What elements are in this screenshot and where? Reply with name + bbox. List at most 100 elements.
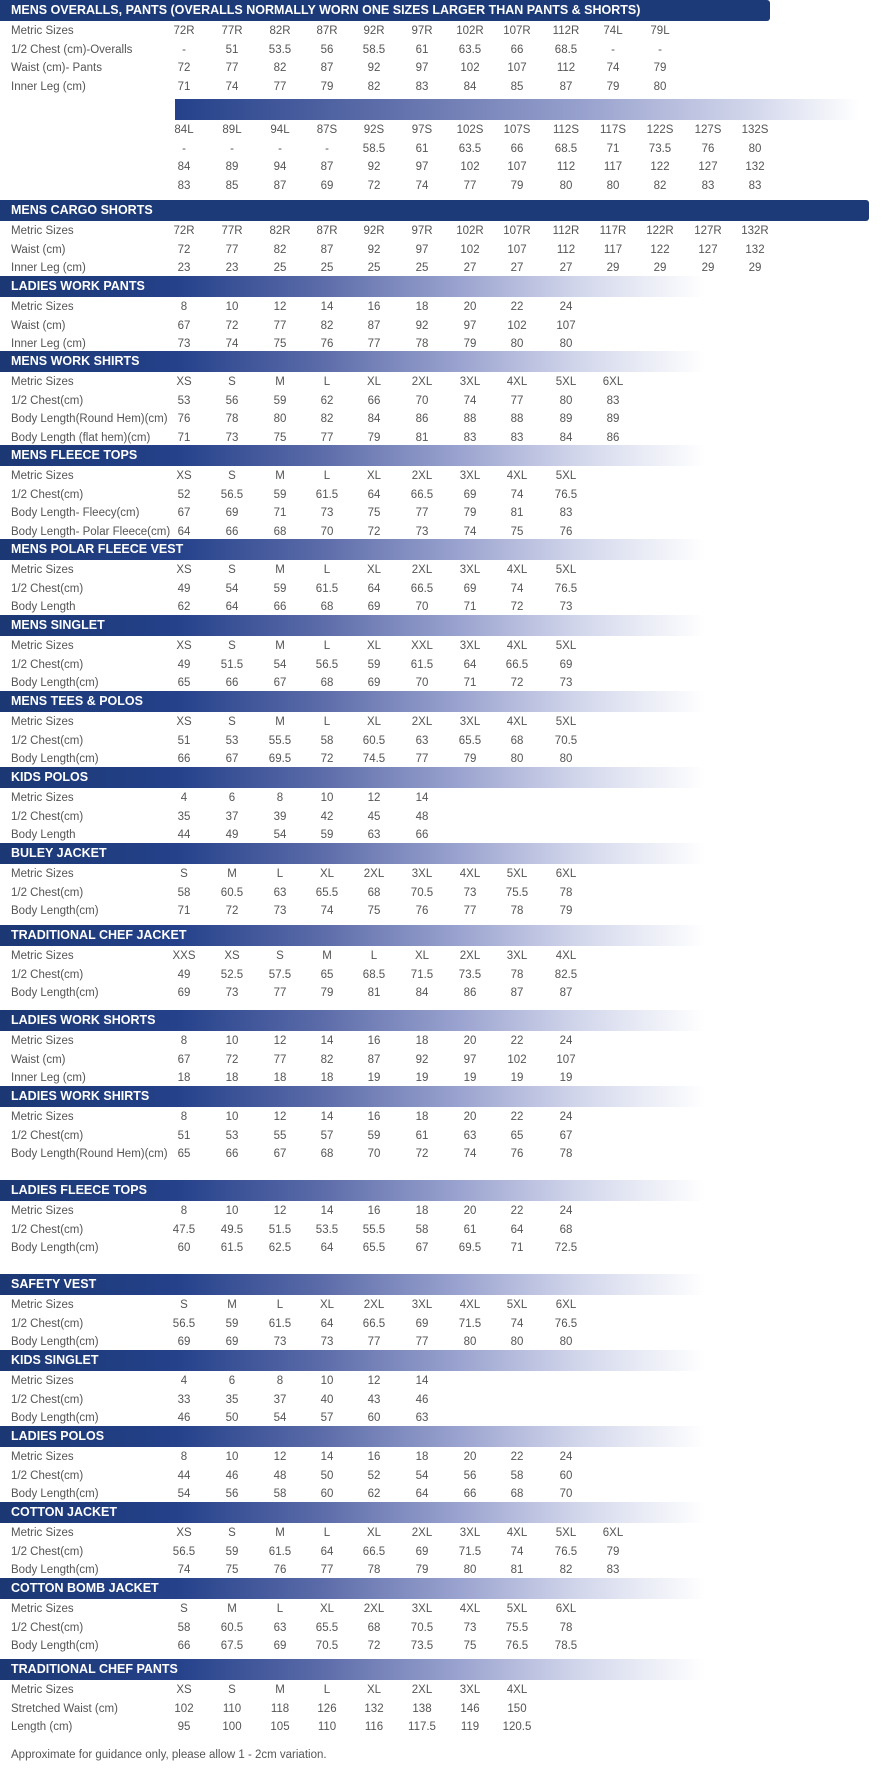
section-title: MENS CARGO SHORTS	[0, 200, 869, 221]
row-label: Metric Sizes	[11, 301, 74, 313]
table-cell: 65	[177, 677, 191, 690]
row-label: Body Length(cm)	[11, 1412, 99, 1425]
table-cell: 89	[559, 413, 573, 426]
table-cell: 45	[367, 810, 381, 823]
table-cell: 8	[180, 1205, 188, 1217]
table-cell: 82	[273, 243, 287, 256]
table-cell: 78.5	[554, 1640, 578, 1653]
table-cell: 10	[225, 301, 239, 313]
table-cell: 8	[276, 1375, 284, 1387]
row-label: Body Length(Round Hem)(cm)	[11, 413, 168, 426]
table-cell: L	[276, 868, 284, 880]
table-cell: 82	[559, 1564, 573, 1577]
table-cell: 14	[320, 301, 334, 313]
table-cell: 56.5	[315, 658, 339, 671]
table-cell: 54	[273, 658, 287, 671]
table-cell: 127	[698, 161, 718, 174]
table-cell: 63.5	[458, 142, 482, 155]
table-cell: M	[275, 1527, 285, 1539]
table-cell: 112	[556, 62, 576, 75]
table-cell: 76.5	[554, 1545, 578, 1558]
table-cell: 66.5	[410, 488, 434, 501]
table-cell: 79	[415, 1564, 429, 1577]
table-cell: 85	[225, 179, 239, 192]
table-cell: 97	[463, 319, 477, 332]
table-cell: -	[278, 142, 282, 155]
row-label: 1/2 Chest(cm)	[11, 1545, 84, 1558]
table-cell: 67	[177, 1053, 191, 1066]
table-cell: 122	[650, 161, 670, 174]
table-cell: -	[182, 43, 186, 56]
table-cell: 127R	[694, 225, 722, 237]
table-cell: L	[323, 1527, 331, 1539]
table-cell: 66	[225, 525, 239, 538]
table-cell: 2XL	[411, 470, 433, 482]
row-label: 1/2 Chest(cm)	[11, 488, 84, 501]
table-cell: 56	[463, 1469, 477, 1482]
table-cell: -	[182, 142, 186, 155]
table-cell: 60	[177, 1242, 191, 1255]
table-cell: 61	[415, 1129, 429, 1142]
table-cell: 23	[225, 262, 239, 275]
table-cell: XL	[414, 950, 430, 962]
table-cell: S	[180, 868, 188, 880]
table-cell: 117	[603, 161, 623, 174]
table-cell: 72R	[173, 225, 195, 237]
table-cell: 69	[415, 1317, 429, 1330]
table-cell: 80	[559, 394, 573, 407]
table-cell: 20	[463, 1111, 477, 1123]
table-cell: 65	[177, 1148, 191, 1161]
table-cell: 61.5	[315, 488, 339, 501]
table-cell: 97R	[411, 25, 433, 37]
table-cell: 18	[320, 1072, 334, 1085]
table-cell: 82R	[269, 225, 291, 237]
table-cell: 87	[559, 987, 573, 1000]
table-cell: XS	[176, 470, 192, 482]
table-cell: 68	[320, 1148, 334, 1161]
table-cell: 4XL	[555, 950, 577, 962]
table-cell: L	[370, 950, 378, 962]
table-cell: 69	[320, 179, 334, 192]
table-cell: 76.5	[505, 1640, 529, 1653]
table-cell: 74	[510, 488, 524, 501]
row-label: 1/2 Chest(cm)	[11, 394, 84, 407]
table-cell: 5XL	[555, 1527, 577, 1539]
table-cell: 69	[463, 582, 477, 595]
table-cell: 24	[559, 1111, 573, 1123]
table-cell: 126	[317, 1702, 337, 1715]
table-cell: 61.5	[315, 582, 339, 595]
table-cell: 3XL	[411, 868, 433, 880]
table-cell: 67	[415, 1242, 429, 1255]
table-cell: 2XL	[459, 950, 481, 962]
table-cell: L	[323, 376, 331, 388]
table-cell: L	[323, 564, 331, 576]
table-cell: 77	[273, 987, 287, 1000]
table-cell: 107R	[503, 25, 531, 37]
table-cell: XL	[319, 868, 335, 880]
table-cell: M	[275, 376, 285, 388]
table-cell: 10	[320, 1375, 334, 1387]
table-cell: 33	[177, 1393, 191, 1406]
table-cell: 59	[225, 1545, 239, 1558]
table-cell: L	[323, 470, 331, 482]
table-cell: 89L	[222, 124, 242, 136]
table-cell: 70	[559, 1488, 573, 1501]
table-cell: 72	[510, 601, 524, 614]
table-cell: 71	[606, 142, 620, 155]
table-cell: 77	[415, 1336, 429, 1349]
table-cell: 82	[320, 1053, 334, 1066]
table-cell: 66	[415, 829, 429, 842]
table-cell: 58	[415, 1223, 429, 1236]
section-title: LADIES FLEECE TOPS	[0, 1180, 705, 1201]
table-cell: 83	[510, 431, 524, 444]
row-label: Inner Leg (cm)	[11, 338, 86, 351]
table-cell: 80	[463, 1336, 477, 1349]
table-cell: 84	[463, 80, 477, 93]
table-cell: 80	[559, 753, 573, 766]
table-cell: 3XL	[459, 1527, 481, 1539]
table-cell: 68.5	[554, 142, 578, 155]
table-cell: 61.5	[268, 1545, 292, 1558]
table-cell: 74	[463, 525, 477, 538]
section-title: LADIES POLOS	[0, 1426, 705, 1447]
row-label: 1/2 Chest(cm)	[11, 1393, 84, 1406]
